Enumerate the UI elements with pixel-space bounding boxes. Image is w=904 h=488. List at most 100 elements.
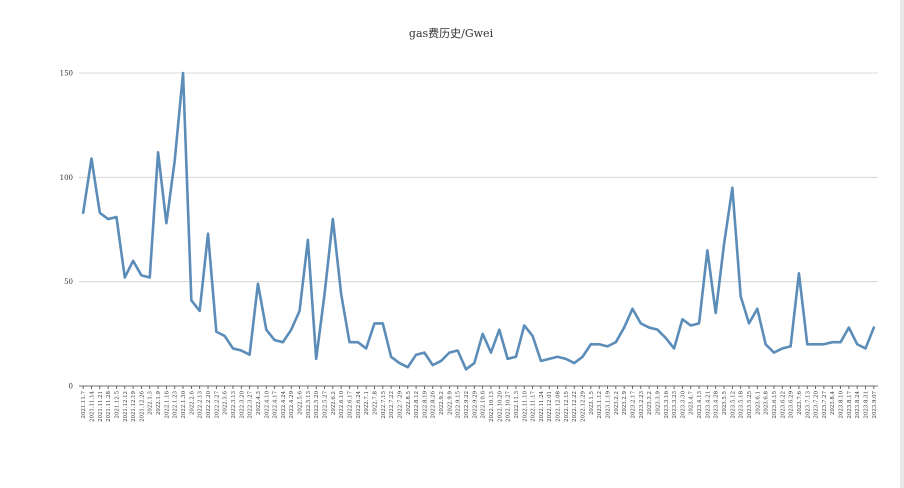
x-tick-label: 2022.12.22: [572, 391, 578, 422]
x-tick-label: 2023.9.07: [872, 390, 878, 418]
x-tick-label: 2022.1.16: [164, 390, 170, 418]
y-tick-label: 50: [64, 278, 73, 286]
x-tick-label: 2022.12.29: [581, 390, 587, 421]
x-tick-label: 2021.12.26: [139, 390, 145, 421]
x-tick-label: 2022.4.10: [264, 390, 270, 418]
x-tick-label: 2022.2.27: [214, 390, 220, 418]
y-axis-ticks: 0 50 100 150: [60, 70, 73, 391]
x-tick-label: 2022.4.29: [289, 390, 295, 418]
x-tick-label: 2022.3.6: [223, 390, 229, 415]
x-tick-label: 2022.2.13: [198, 390, 204, 418]
x-tick-label: 2023.6.22: [780, 391, 786, 418]
x-tick-label: 2022.6.10: [339, 390, 345, 418]
x-axis-ticks: 2021.11.7 2021.11.14 2021.11.21 2021.11.28 2…: [81, 386, 878, 422]
x-tick-label: 2022.9.15: [456, 390, 462, 418]
x-tick-label: 2023.2.2: [614, 391, 620, 415]
x-tick-label: 2023.8.10: [839, 390, 845, 418]
x-tick-label: 2022.10.20: [497, 390, 503, 421]
x-tick-label: 2023.8.24: [855, 390, 861, 418]
x-tick-label: 2023.3.2: [647, 391, 653, 415]
x-tick-label: 2022.5.6: [298, 390, 304, 415]
x-tick-label: 2023.3.30: [680, 390, 686, 418]
x-tick-label: 2022.6.24: [356, 390, 362, 418]
x-tick-label: 2023.4.7: [689, 390, 695, 415]
x-tick-label: 2022.7.29: [397, 390, 403, 418]
x-tick-label: 2021.12.19: [131, 390, 137, 421]
x-tick-label: 2023.8.4: [830, 390, 836, 415]
x-tick-label: 2022.10.6: [481, 390, 487, 418]
x-tick-label: 2023.1.5: [589, 390, 595, 415]
x-tick-label: 2021.11.21: [98, 391, 104, 422]
x-tick-label: 2022.11.10: [522, 390, 528, 421]
x-tick-label: 2023.4.21: [705, 391, 711, 418]
x-tick-label: 2022.12.15: [564, 390, 570, 421]
x-tick-label: 2022.5.20: [314, 390, 320, 418]
series-line: [81, 71, 876, 371]
x-tick-label: 2022.8.5: [406, 390, 412, 415]
x-tick-label: 2022.11.3: [514, 390, 520, 418]
x-tick-label: 2022.1.23: [173, 390, 179, 418]
x-tick-label: 2023.5.18: [739, 390, 745, 418]
x-tick-label: 2023.2.9: [622, 390, 628, 415]
x-tick-label: 2022.7.1: [364, 391, 370, 415]
x-tick-label: 2021.12.5: [114, 390, 120, 418]
x-tick-label: 2022.12.08: [556, 390, 562, 421]
x-tick-label: 2023.8.17: [847, 390, 853, 418]
x-tick-label: 2023.7.20: [814, 390, 820, 418]
x-tick-label: 2022.1.3: [148, 390, 154, 415]
x-tick-label: 2022.8.19: [422, 390, 428, 418]
x-tick-label: 2022.2.6: [189, 390, 195, 415]
x-tick-label: 2022.2.20: [206, 390, 212, 418]
x-tick-label: 2023.3.9: [655, 390, 661, 415]
x-tick-label: 2023.2.23: [639, 390, 645, 418]
x-tick-label: 2023.5.5: [722, 390, 728, 415]
x-tick-label: 2023.3.23: [672, 390, 678, 418]
x-tick-label: 2022.9.2: [439, 391, 445, 415]
x-tick-label: 2022.7.8: [372, 390, 378, 415]
x-tick-label: 2022.12.01: [547, 391, 553, 422]
x-tick-label: 2022.4.3: [256, 390, 262, 415]
x-tick-label: 2023.6.1: [755, 391, 761, 415]
x-tick-label: 2022.8.26: [431, 390, 437, 418]
x-tick-label: 2022.5.27: [323, 390, 329, 418]
x-tick-label: 2023.6.15: [772, 390, 778, 418]
x-tick-label: 2023.6.29: [789, 390, 795, 418]
x-tick-label: 2022.3.27: [248, 390, 254, 418]
x-tick-label: 2021.11.14: [89, 390, 95, 421]
x-tick-label: 2022.10.13: [489, 390, 495, 421]
x-tick-label: 2023.5.12: [730, 391, 736, 418]
x-tick-label: 2023.1.19: [606, 390, 612, 418]
x-tick-label: 2022.5.13: [306, 390, 312, 418]
x-tick-label: 2022.6.17: [347, 390, 353, 418]
x-tick-label: 2022.1.9: [156, 390, 162, 415]
x-tick-label: 2023.4.28: [714, 390, 720, 418]
y-tick-label: 150: [60, 70, 73, 78]
x-tick-label: 2022.9.29: [472, 390, 478, 418]
y-tick-label: 100: [60, 174, 73, 182]
x-tick-label: 2023.3.16: [664, 390, 670, 418]
x-tick-label: 2022.3.20: [239, 390, 245, 418]
y-tick-label: 0: [69, 383, 73, 391]
x-tick-label: 2023.4.13: [697, 390, 703, 418]
chart-title: gas费历史/Gwei: [409, 27, 494, 40]
grid-lines: [79, 72, 878, 283]
x-tick-label: 2022.7.22: [389, 391, 395, 418]
x-tick-label: 2023.7.27: [822, 390, 828, 418]
x-tick-label: 2022.9.9: [447, 390, 453, 415]
x-tick-label: 2023.6.8: [764, 390, 770, 415]
x-tick-label: 2022.9.22: [464, 391, 470, 418]
x-tick-label: 2022.3.13: [231, 390, 237, 418]
x-tick-label: 2022.10.27: [506, 390, 512, 421]
x-tick-label: 2023.7.6: [797, 390, 803, 415]
x-tick-label: 2023.5.25: [747, 390, 753, 418]
x-tick-label: 2022.4.17: [273, 390, 279, 418]
x-tick-label: 2023.7.13: [805, 390, 811, 418]
x-tick-label: 2021.11.7: [81, 390, 87, 418]
x-tick-label: 2022.6.2: [331, 391, 337, 415]
x-tick-label: 2022.7.15: [381, 390, 387, 418]
x-tick-label: 2023.2.17: [630, 390, 636, 418]
x-tick-label: 2022.8.12: [414, 391, 420, 418]
x-tick-label: 2022.4.24: [281, 390, 287, 418]
